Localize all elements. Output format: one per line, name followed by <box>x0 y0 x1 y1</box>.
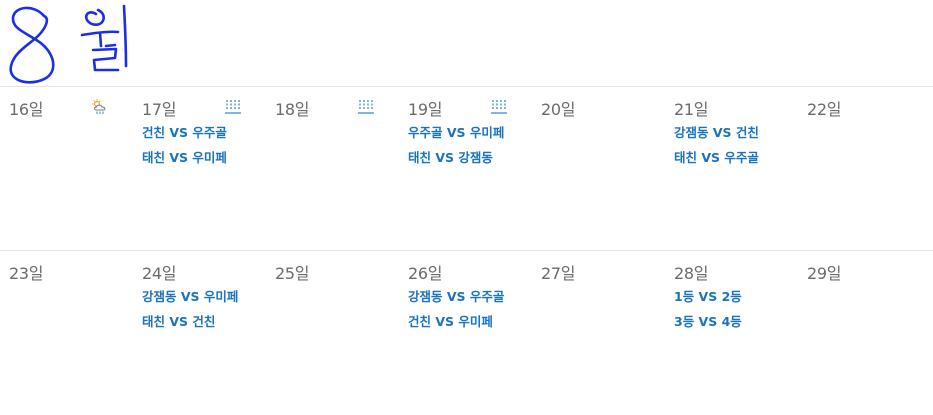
event-item[interactable]: 1등 VS 2등 <box>674 289 742 304</box>
day-number: 16일 <box>9 100 44 119</box>
event-list: 강잼동 VS 건친 태친 VS 우주골 <box>674 125 759 175</box>
calendar-week: 23일 24일 강잼동 VS 우미페 태친 VS 건친 25일 26일 강잼동 … <box>0 250 933 415</box>
event-item[interactable]: 3등 VS 4등 <box>674 314 742 329</box>
day-cell[interactable]: 21일 강잼동 VS 건친 태친 VS 우주골 <box>665 87 798 251</box>
event-item[interactable]: 강잼동 VS 우미페 <box>142 289 239 304</box>
day-number: 22일 <box>807 100 842 119</box>
day-number: 24일 <box>142 264 177 283</box>
event-list: 우주골 VS 우미페 태친 VS 강잼동 <box>408 125 504 175</box>
day-cell[interactable]: 24일 강잼동 VS 우미페 태친 VS 건친 <box>133 251 266 415</box>
day-number: 18일 <box>275 100 310 119</box>
event-item[interactable]: 우주골 VS 우미페 <box>408 125 505 140</box>
cloud-sun-rain-icon <box>92 99 106 114</box>
event-list: 1등 VS 2등 3등 VS 4등 <box>674 289 742 339</box>
day-cell[interactable]: 22일 <box>798 87 931 251</box>
rain-icon <box>358 100 374 114</box>
day-number: 29일 <box>807 264 842 283</box>
day-cell[interactable]: 25일 <box>266 251 399 415</box>
day-cell[interactable]: 23일 <box>0 251 133 415</box>
day-cell[interactable]: 26일 강잼동 VS 우주골 건친 VS 우미페 <box>399 251 532 415</box>
day-cell[interactable]: 20일 <box>532 87 665 251</box>
day-number: 25일 <box>275 264 310 283</box>
day-cell[interactable]: 29일 <box>798 251 931 415</box>
event-item[interactable]: 강잼동 VS 건친 <box>674 125 759 140</box>
event-item[interactable]: 태친 VS 건친 <box>142 314 216 329</box>
calendar-week: 16일 17일 건친 VS 우주골 태친 VS 우미페 18일 19일 <box>0 86 933 251</box>
event-item[interactable]: 태친 VS 우미페 <box>142 150 227 165</box>
day-number: 19일 <box>408 100 443 119</box>
event-item[interactable]: 강잼동 VS 우주골 <box>408 289 505 304</box>
event-item[interactable]: 건친 VS 우주골 <box>142 125 227 140</box>
day-cell[interactable]: 28일 1등 VS 2등 3등 VS 4등 <box>665 251 798 415</box>
event-list: 강잼동 VS 우주골 건친 VS 우미페 <box>408 289 504 339</box>
event-item[interactable]: 태친 VS 우주골 <box>674 150 759 165</box>
event-list: 강잼동 VS 우미페 태친 VS 건친 <box>142 289 238 339</box>
day-number: 21일 <box>674 100 709 119</box>
day-number: 23일 <box>9 264 44 283</box>
event-item[interactable]: 건친 VS 우미페 <box>408 314 493 329</box>
day-cell[interactable]: 16일 <box>0 87 133 251</box>
event-item[interactable]: 태친 VS 강잼동 <box>408 150 493 165</box>
day-cell[interactable]: 18일 <box>266 87 399 251</box>
day-number: 26일 <box>408 264 443 283</box>
day-number: 28일 <box>674 264 709 283</box>
day-number: 27일 <box>541 264 576 283</box>
event-list: 건친 VS 우주골 태친 VS 우미페 <box>142 125 227 175</box>
handwritten-month-title <box>9 4 128 84</box>
day-number: 17일 <box>142 100 177 119</box>
rain-icon <box>225 100 241 114</box>
day-cell[interactable]: 19일 우주골 VS 우미페 태친 VS 강잼동 <box>399 87 532 251</box>
day-number: 20일 <box>541 100 576 119</box>
rain-icon <box>491 100 507 114</box>
day-cell[interactable]: 17일 건친 VS 우주골 태친 VS 우미페 <box>133 87 266 251</box>
day-cell[interactable]: 27일 <box>532 251 665 415</box>
